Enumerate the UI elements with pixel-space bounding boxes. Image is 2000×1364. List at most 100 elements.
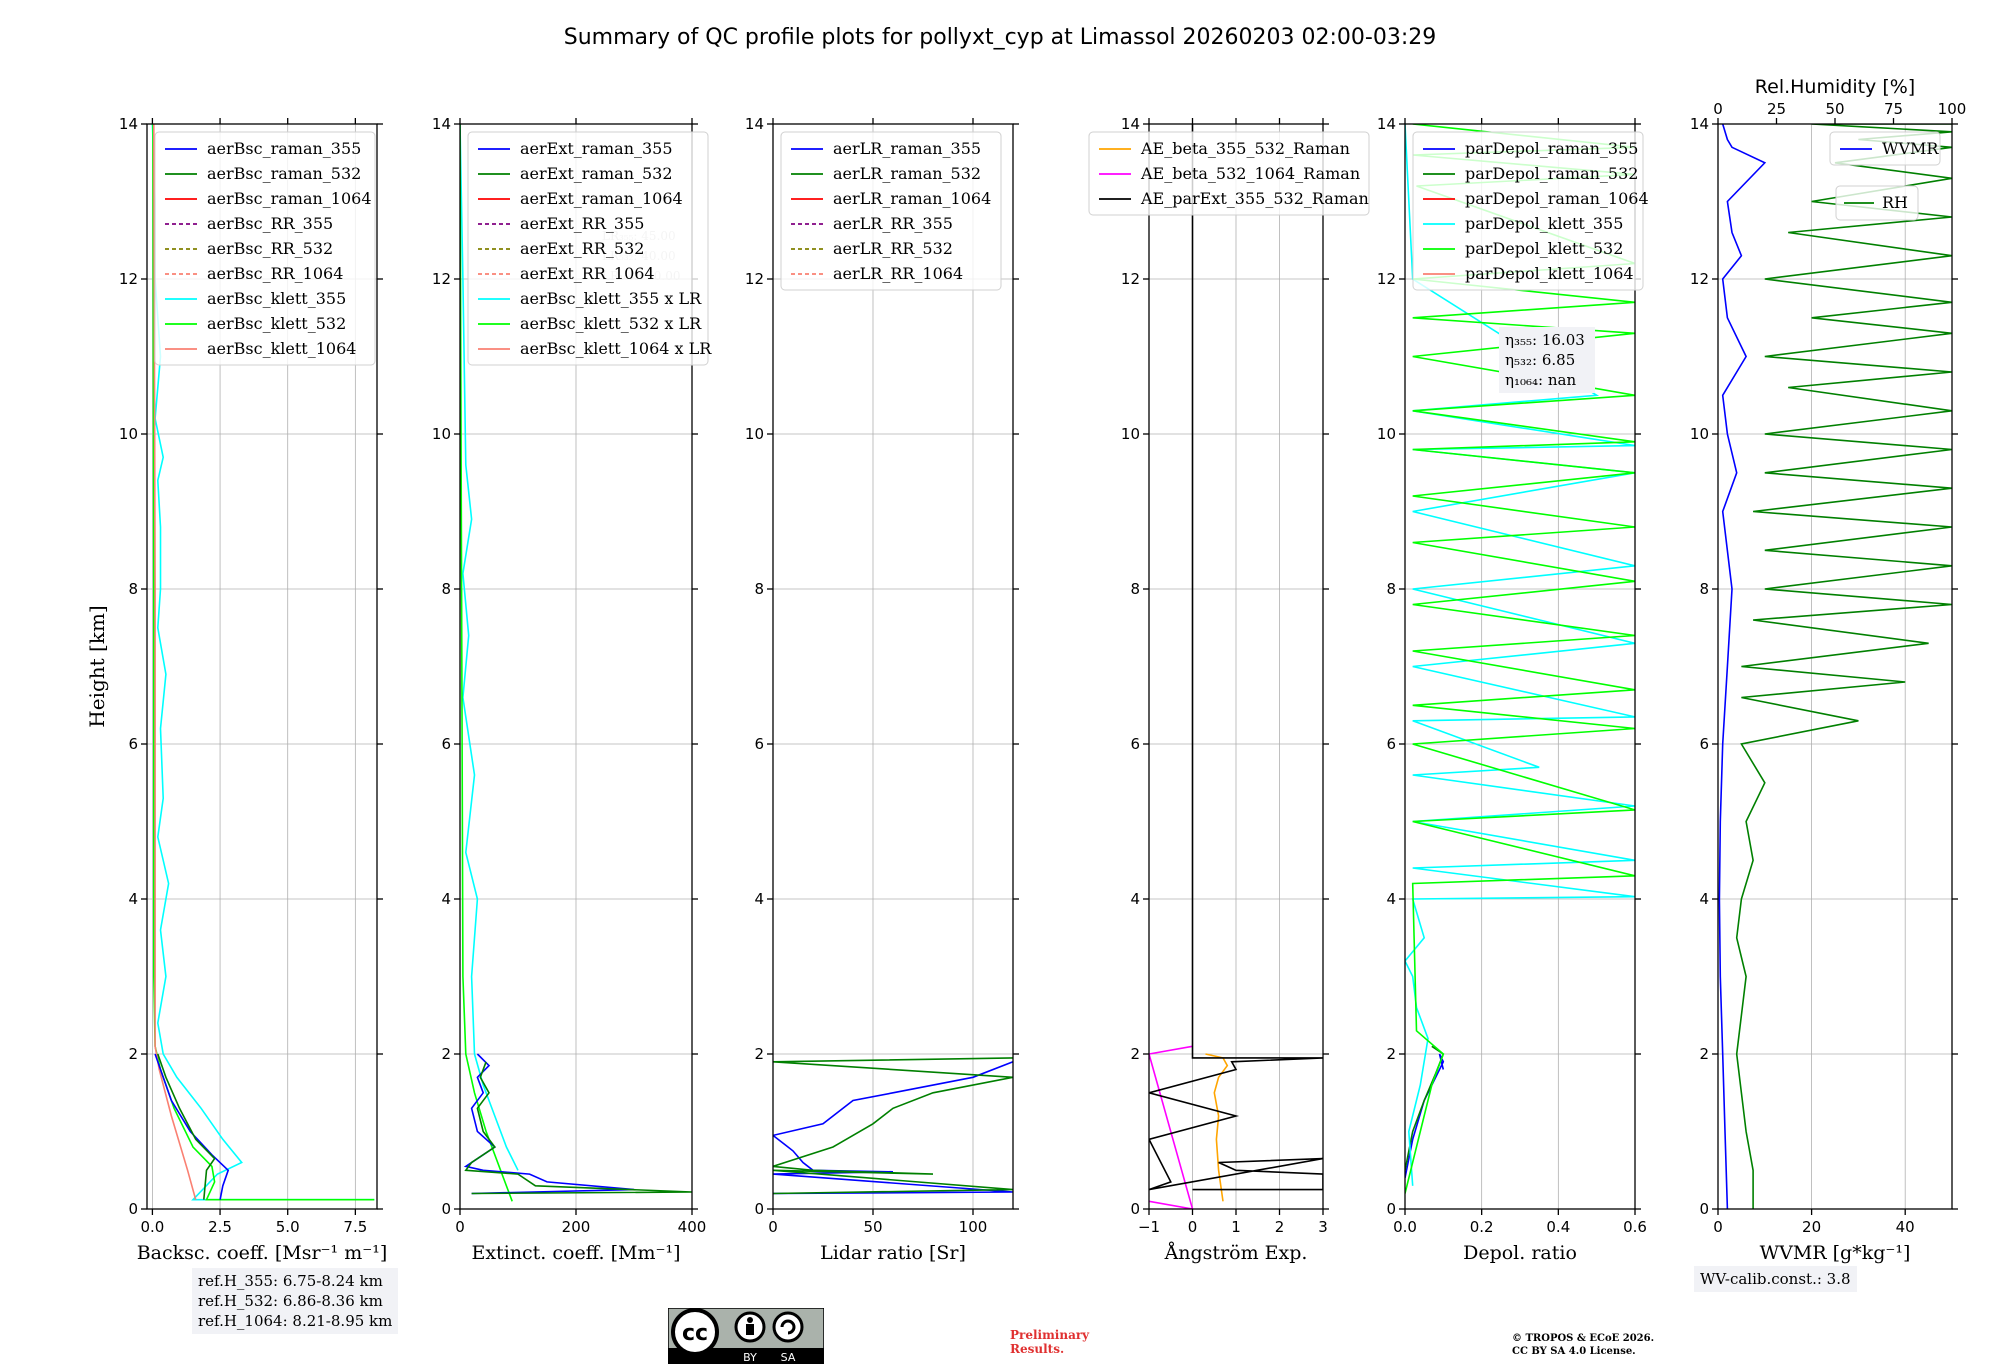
xtick-label: 400: [678, 1218, 707, 1236]
legend-label: aerExt_raman_532: [520, 164, 673, 183]
ref-height-355: ref.H_355: 6.75-8.24 km: [198, 1272, 383, 1290]
sa-icon-arrow: [780, 1319, 796, 1335]
ytick-label: 2: [1386, 1045, 1396, 1063]
ref-height-532: ref.H_532: 6.86-8.36 km: [198, 1292, 383, 1310]
ytick-label: 8: [1699, 580, 1709, 598]
legend-box: [1412, 131, 1644, 291]
ytick-label: 10: [1377, 425, 1396, 443]
xaxis-label-backscatter: Backsc. coeff. [Msr⁻¹ m⁻¹]: [137, 1242, 388, 1264]
axes-frame-depol: [1404, 123, 1636, 1210]
legend-label: aerBsc_raman_1064: [207, 189, 372, 208]
cc-icon: [671, 1308, 719, 1356]
xtick-label: 20: [1802, 1218, 1821, 1236]
ytick-label: 8: [1386, 580, 1396, 598]
top-axis-label: Rel.Humidity [%]: [1755, 76, 1915, 98]
legend-box: [1088, 131, 1370, 216]
ytick-label: 12: [1377, 270, 1396, 288]
legend-label: aerExt_RR_532: [520, 239, 644, 258]
ytick-label: 12: [432, 270, 451, 288]
xtick-label: −1: [1138, 1218, 1160, 1236]
ytick-label: 12: [1121, 270, 1140, 288]
axes-frame-wvmr: [1717, 123, 1953, 1210]
sa-share-alike-icon: [772, 1311, 804, 1343]
xaxis-label-depol: Depol. ratio: [1463, 1242, 1577, 1264]
by-icon-head: [747, 1317, 753, 1323]
ytick-label: 14: [432, 115, 451, 133]
legend-label: parDepol_raman_355: [1465, 139, 1638, 158]
legend-label: AE_beta_532_1064_Raman: [1140, 164, 1360, 183]
xtick-label: 40: [1896, 1218, 1915, 1236]
copyright-note: © TROPOS & ECoE 2026. CC BY SA 4.0 Licen…: [1512, 1332, 1654, 1358]
ref-height-box: ref.H_355: 6.75-8.24 km ref.H_532: 6.86-…: [192, 1268, 399, 1334]
copyright-line-2: CC BY SA 4.0 License.: [1512, 1346, 1636, 1357]
legend-label: parDepol_klett_532: [1465, 239, 1623, 258]
ytick-label: 8: [441, 580, 451, 598]
legend-backscatter: aerBsc_raman_355 aerBsc_raman_532 aerBsc_r…: [154, 131, 376, 366]
xtick-label: 1: [1231, 1218, 1241, 1236]
legend-label: aerBsc_klett_1064 x LR: [520, 339, 712, 358]
legend-label: parDepol_raman_532: [1465, 164, 1638, 183]
figure-title: Summary of QC profile plots for pollyxt_…: [564, 25, 1437, 50]
ytick-label: 10: [745, 425, 764, 443]
series-line-AE_parExt_355_532_Raman: [1149, 124, 1323, 1191]
ytick-label: 0: [754, 1200, 764, 1218]
xaxis-label-extinction: Extinct. coeff. [Mm⁻¹]: [471, 1242, 680, 1264]
xtick-label: 0.0: [1393, 1218, 1417, 1236]
xtick-label: 0.2: [1470, 1218, 1494, 1236]
ytick-label: 14: [1121, 115, 1140, 133]
ytick-label: 6: [1699, 735, 1709, 753]
legend-box: [1829, 131, 1941, 166]
ytick-label: 12: [745, 270, 764, 288]
xtick-label: 0: [768, 1218, 778, 1236]
by-label: BY: [743, 1351, 757, 1364]
panel-lidar_ratio: 0 2 4 6 8 10 12 14 0 50 100 Lidar ratio [Sr] aerLR_r…: [745, 115, 1019, 1264]
ytick-label: 8: [1130, 580, 1140, 598]
ytick-label: 12: [1690, 270, 1709, 288]
legend-depol: parDepol_raman_355 parDepol_raman_532 parD…: [1412, 131, 1649, 291]
legend-label: aerLR_raman_1064: [833, 189, 991, 208]
xtick-label: 0: [455, 1218, 465, 1236]
series-line-aerLR_raman_532: [773, 1057, 1013, 1195]
legend-label: aerBsc_klett_355 x LR: [520, 289, 702, 308]
ytick-label: 0: [128, 1200, 138, 1218]
series-line-parDepol_raman_355: [1405, 1053, 1445, 1179]
ytick-label: 10: [1690, 425, 1709, 443]
ytick-label: 2: [1130, 1045, 1140, 1063]
ref-height-1064: ref.H_1064: 8.21-8.95 km: [198, 1312, 393, 1330]
legend-label: aerBsc_RR_532: [207, 239, 333, 258]
cc-by-sa-license-badge[interactable]: cc BY SA: [668, 1308, 824, 1364]
xaxis-label-wvmr: WVMR [g*kg⁻¹]: [1760, 1242, 1911, 1264]
ytick-label: 0: [441, 1200, 451, 1218]
ytick-label: 4: [1699, 890, 1709, 908]
panel-backscatter: 0 2 4 6 8 10 12 14 0.0 2.5 5.0 7.5 Backsc. coeff. [M…: [85, 115, 387, 1264]
legend-label: aerLR_raman_355: [833, 139, 981, 158]
xtick-label: 0.0: [140, 1218, 164, 1236]
by-icon-body: [746, 1324, 754, 1335]
legend-label: parDepol_klett_1064: [1465, 264, 1634, 283]
ytick-label: 4: [441, 890, 451, 908]
xaxis-label-lidar_ratio: Lidar ratio [Sr]: [820, 1242, 966, 1264]
legend-lidar_ratio: aerLR_raman_355 aerLR_raman_532 aerLR_rama…: [780, 131, 1002, 291]
legend-label: AE_beta_355_532_Raman: [1140, 139, 1350, 158]
ytick-label: 10: [119, 425, 138, 443]
ytick-label: 6: [1386, 735, 1396, 753]
ytick-label: 6: [754, 735, 764, 753]
top-xtick-label: 25: [1767, 100, 1786, 118]
ytick-label: 14: [1377, 115, 1396, 133]
ytick-label: 14: [1690, 115, 1709, 133]
ytick-label: 12: [119, 270, 138, 288]
legend-label: aerBsc_klett_532: [207, 314, 346, 333]
top-xtick-label: 100: [1938, 100, 1967, 118]
series-line-aerExt_raman_532: [464, 1061, 692, 1195]
ytick-label: 0: [1130, 1200, 1140, 1218]
ytick-label: 0: [1699, 1200, 1709, 1218]
xtick-label: 100: [959, 1218, 988, 1236]
top-xtick-label: 75: [1884, 100, 1903, 118]
ytick-label: 4: [754, 890, 764, 908]
wv-calib-const: WV-calib.const.: 3.8: [1700, 1270, 1851, 1288]
ytick-label: 2: [128, 1045, 138, 1063]
legend-angstrom: AE_beta_355_532_Raman AE_beta_532_1064_Ra…: [1088, 131, 1370, 216]
ytick-label: 8: [128, 580, 138, 598]
